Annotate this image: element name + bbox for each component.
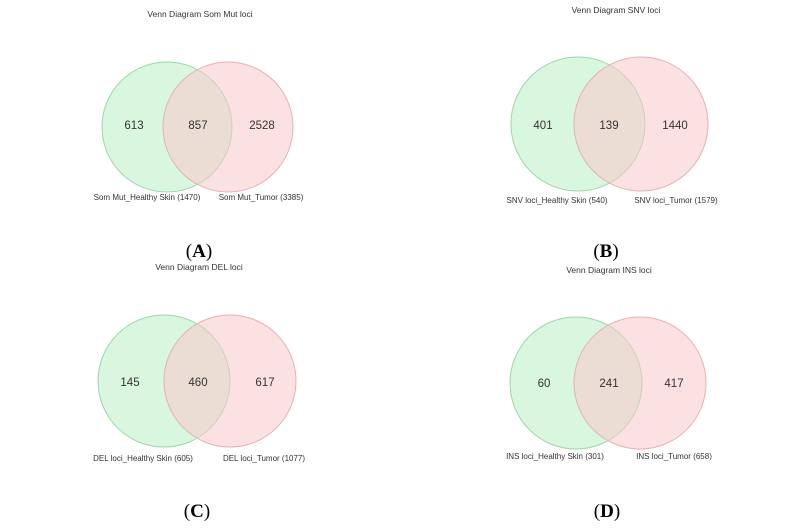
right-only-count: 417 xyxy=(664,378,683,390)
panel-letter-value: A xyxy=(192,241,206,262)
tumor-set-label: DEL loci_Tumor (1077) xyxy=(223,454,305,463)
tumor-set-label: Som Mut_Tumor (3385) xyxy=(219,193,304,202)
left-only-count: 145 xyxy=(120,377,139,389)
panel-letter-value: B xyxy=(600,241,613,262)
overlap-count: 139 xyxy=(599,120,618,132)
tumor-set-circle xyxy=(573,316,707,450)
overlap-count: 241 xyxy=(599,378,618,390)
healthy-skin-set-label: INS loci_Healthy Skin (301) xyxy=(506,452,604,461)
panel-letter: (A) xyxy=(186,241,212,262)
panel-letter-value: D xyxy=(600,501,614,522)
left-only-count: 60 xyxy=(538,378,551,390)
tumor-set-circle xyxy=(163,314,297,448)
right-only-count: 617 xyxy=(255,377,274,389)
right-only-count: 1440 xyxy=(662,120,688,132)
panel-title: Venn Diagram SNV loci xyxy=(572,5,661,15)
panel-title: Venn Diagram INS loci xyxy=(566,265,652,275)
venn-panel-b: Venn Diagram SNV loci 401 139 1440 SNV l… xyxy=(507,5,718,262)
panel-letter: (D) xyxy=(594,501,620,522)
tumor-set-label: INS loci_Tumor (658) xyxy=(636,452,712,461)
overlap-count: 857 xyxy=(188,120,207,132)
venn-panel-c: Venn Diagram DEL loci 145 460 617 DEL lo… xyxy=(93,262,305,522)
panel-letter: (C) xyxy=(184,501,210,522)
tumor-set-label: SNV loci_Tumor (1579) xyxy=(634,196,718,205)
right-only-count: 2528 xyxy=(249,120,275,132)
healthy-skin-set-label: DEL loci_Healthy Skin (605) xyxy=(93,454,193,463)
healthy-skin-set-label: Som Mut_Healthy Skin (1470) xyxy=(94,193,201,202)
overlap-count: 460 xyxy=(188,377,207,389)
panel-letter-value: C xyxy=(190,501,204,522)
panel-letter: (B) xyxy=(593,241,618,262)
left-only-count: 401 xyxy=(533,120,552,132)
venn-panel-a: Venn Diagram Som Mut loci 613 857 2528 S… xyxy=(94,9,304,262)
panel-title: Venn Diagram DEL loci xyxy=(155,262,243,272)
tumor-set-circle xyxy=(573,56,709,192)
tumor-set-circle xyxy=(162,61,294,193)
left-only-count: 613 xyxy=(124,120,143,132)
panel-title: Venn Diagram Som Mut loci xyxy=(147,9,252,19)
venn-panel-d: Venn Diagram INS loci 60 241 417 INS loc… xyxy=(506,265,712,522)
healthy-skin-set-label: SNV loci_Healthy Skin (540) xyxy=(507,196,608,205)
